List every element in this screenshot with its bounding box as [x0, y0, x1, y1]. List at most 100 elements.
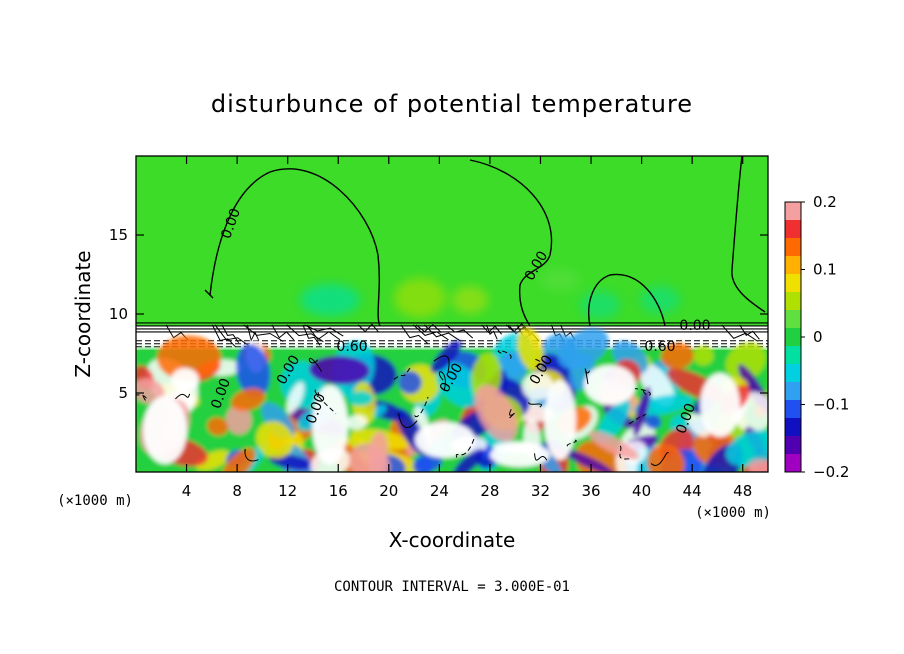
anomaly-blob	[286, 382, 305, 415]
turbulent-layer	[136, 327, 768, 472]
turbulent-contour	[584, 368, 591, 385]
inversion-wave	[214, 324, 250, 347]
colorbar-tick-label: 0.2	[813, 193, 837, 211]
contour-upper-3	[731, 156, 766, 313]
turbulent-contour	[619, 445, 632, 460]
colorbar-segment	[785, 382, 801, 401]
turbulent-contour	[433, 355, 450, 373]
turbulent-contour	[534, 453, 548, 461]
contour-label: 0.60	[336, 339, 367, 355]
turbulent-contour	[509, 408, 515, 419]
anomaly-blob	[693, 345, 714, 366]
anomaly-blob	[256, 421, 294, 459]
x-tick-label: 12	[278, 482, 297, 500]
x-tick-label: 40	[632, 482, 651, 500]
colorbar-segment	[785, 292, 801, 311]
x-tick-label: 4	[182, 482, 192, 500]
colorbar-tick-label: −0.2	[813, 463, 849, 481]
colorbar-segment	[785, 364, 801, 383]
x-tick-label: 44	[683, 482, 702, 500]
anomaly-blob	[747, 459, 768, 472]
colorbar-tick-label: 0.1	[813, 261, 837, 279]
contour-upper-5	[204, 289, 214, 299]
anomaly-blob	[225, 405, 252, 435]
turbulent-contour	[398, 413, 418, 429]
x-tick-label: 28	[480, 482, 499, 500]
turbulent-contour	[438, 371, 446, 391]
y-tick-label: 5	[118, 384, 128, 402]
colorbar-segment	[785, 274, 801, 293]
anomaly-blob	[560, 448, 615, 472]
x-unit-right: (×1000 m)	[695, 505, 771, 521]
white-swirl	[143, 396, 187, 464]
anomaly-blob	[661, 343, 694, 370]
colorbar-segment	[785, 328, 801, 347]
colorbar-segment	[785, 418, 801, 437]
contour-upper-2	[469, 159, 553, 327]
turbulent-contour	[634, 388, 651, 396]
inversion-wave	[304, 324, 344, 337]
turbulent-contour	[566, 439, 577, 447]
anomaly-blob	[157, 335, 222, 381]
turbulent-contour	[414, 396, 429, 418]
white-swirl	[312, 385, 348, 465]
turbulent-contour	[136, 394, 148, 402]
anomaly-blob	[644, 414, 662, 429]
anomaly-blob	[596, 399, 631, 443]
x-tick-label: 48	[733, 482, 752, 500]
anomaly-blob	[521, 372, 554, 401]
inversion-wave	[286, 324, 324, 343]
turbulent-contour	[314, 389, 337, 414]
inversion-wave	[243, 324, 284, 342]
chart-title: disturbunce of potential temperature	[211, 90, 693, 118]
anomaly-blob	[231, 388, 266, 412]
anomaly-blob	[436, 361, 482, 408]
white-swirl	[584, 365, 636, 405]
inversion-wave	[400, 324, 428, 344]
turbulent-contour	[308, 357, 323, 372]
turbulent-contour	[455, 438, 475, 458]
turbulent-contour	[393, 366, 411, 380]
inversion-wave	[271, 324, 295, 341]
inversion-wave	[413, 324, 449, 341]
colorbar-segment	[785, 346, 801, 365]
contour-label: 0.00	[679, 318, 710, 334]
anomaly-blob	[195, 450, 231, 471]
anomaly-blob	[588, 431, 639, 460]
anomaly-blob	[349, 443, 391, 472]
turbulent-contour	[628, 413, 647, 425]
white-swirl	[171, 368, 199, 392]
y-tick-label: 10	[109, 305, 128, 323]
anomaly-blob	[725, 342, 767, 381]
inversion-wave	[481, 324, 503, 335]
anomaly-blob	[647, 444, 685, 472]
inversion-wave	[445, 324, 474, 339]
turbulent-contour	[533, 358, 542, 369]
anomaly-blob	[136, 378, 165, 404]
colorbar-segment	[785, 436, 801, 455]
y-tick-label: 15	[109, 226, 128, 244]
inversion-wave	[739, 324, 760, 340]
white-swirl	[490, 443, 550, 467]
anomaly-blob	[308, 355, 370, 385]
x-axis: 4 8 12 16 20 24 28 32 36 40 44 48	[182, 156, 752, 500]
colorbar-segment	[785, 400, 801, 419]
contour-upper-1	[209, 168, 381, 327]
inversion-wave	[721, 324, 758, 342]
turbulent-contour	[650, 452, 669, 466]
anomaly-blob	[236, 344, 271, 398]
inversion-wave	[221, 324, 240, 343]
x-axis-label: X-coordinate	[389, 528, 516, 552]
colorbar-tick-label: 0	[813, 328, 823, 346]
anomaly-blob	[207, 417, 229, 436]
x-tick-label: 8	[232, 482, 242, 500]
turbulent-contour	[175, 393, 191, 400]
inversion-wave	[246, 324, 260, 342]
turbulent-contour	[497, 350, 512, 361]
x-unit-left: (×1000 m)	[57, 493, 133, 509]
turbulent-color-field	[136, 327, 768, 472]
x-tick-label: 16	[329, 482, 348, 500]
inversion-wave	[424, 324, 461, 342]
anomaly-blob	[474, 384, 518, 442]
